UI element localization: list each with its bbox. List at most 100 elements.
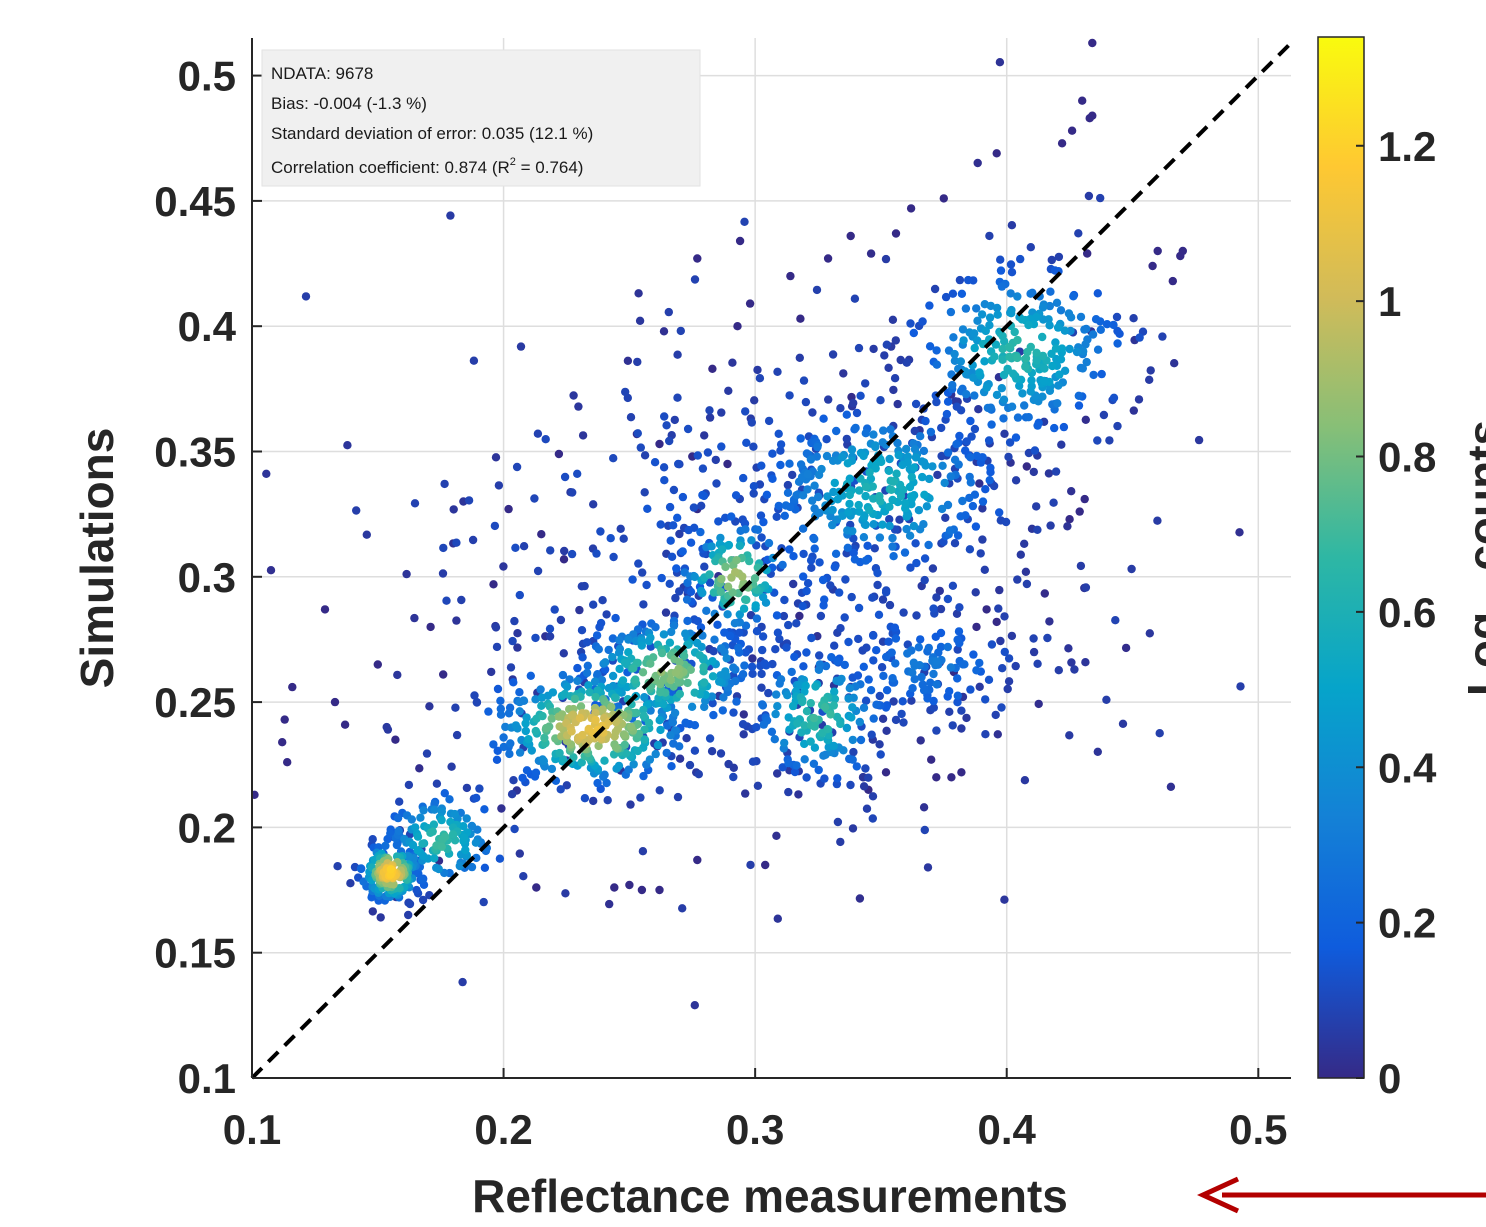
scatter-point	[1102, 320, 1112, 329]
scatter-point	[1082, 357, 1091, 367]
scatter-point	[252, 790, 259, 799]
scatter-point	[508, 636, 517, 646]
scatter-point	[939, 194, 948, 203]
scatter-point	[1021, 354, 1031, 363]
scatter-point	[413, 846, 422, 855]
scatter-point	[266, 566, 276, 575]
scatter-point	[437, 815, 446, 825]
scatter-point	[412, 885, 421, 895]
scatter-point	[815, 558, 824, 567]
scatter-point	[919, 446, 929, 456]
scatter-point	[330, 697, 340, 707]
scatter-point	[1032, 348, 1041, 357]
scatter-point	[829, 701, 838, 710]
scatter-point	[708, 672, 718, 681]
scatter-point	[712, 479, 721, 488]
scatter-point	[773, 914, 782, 923]
scatter-point	[624, 765, 633, 774]
scatter-point	[888, 315, 898, 324]
scatter-point	[796, 460, 806, 469]
scatter-point	[973, 316, 982, 325]
scatter-point	[910, 675, 919, 684]
scatter-point	[801, 397, 811, 407]
scatter-point	[666, 731, 675, 740]
scatter-point	[735, 541, 744, 550]
scatter-point	[728, 358, 737, 367]
scatter-point	[703, 448, 713, 457]
scatter-point	[69, 707, 77, 715]
scatter-point	[526, 671, 535, 680]
scatter-point	[558, 755, 568, 764]
scatter-point	[650, 458, 660, 467]
scatter-point	[975, 368, 984, 377]
scatter-point	[1081, 658, 1090, 667]
scatter-point	[953, 674, 962, 683]
scatter-point	[1016, 550, 1025, 559]
scatter-point	[560, 472, 570, 482]
scatter-point	[872, 700, 881, 709]
scatter-point	[1148, 261, 1157, 271]
scatter-point	[911, 399, 921, 409]
scatter-point	[891, 715, 901, 725]
scatter-point	[1115, 329, 1124, 338]
scatter-point	[445, 795, 454, 804]
scatter-point	[751, 601, 760, 610]
scatter-point	[1000, 429, 1009, 438]
scatter-point	[847, 592, 856, 602]
scatter-point	[422, 749, 432, 758]
scatter-point	[407, 815, 416, 824]
scatter-point	[585, 688, 594, 697]
scatter-point	[610, 883, 619, 892]
scatter-point	[356, 864, 366, 874]
scatter-point	[889, 697, 898, 706]
scatter-point	[830, 687, 839, 696]
scatter-point	[639, 705, 648, 715]
scatter-point	[885, 600, 895, 610]
scatter-point	[627, 722, 636, 732]
scatter-point	[636, 443, 645, 452]
scatter-point	[884, 466, 894, 475]
scatter-point	[943, 594, 953, 604]
scatter-point	[464, 496, 474, 505]
scatter-point	[1007, 309, 1016, 318]
scatter-point	[683, 616, 692, 626]
scatter-point	[518, 773, 527, 783]
scatter-point	[1007, 268, 1017, 277]
scatter-point	[333, 862, 342, 871]
y-tick-label: 0.25	[154, 679, 236, 726]
scatter-point	[705, 406, 714, 415]
scatter-point	[662, 748, 671, 758]
scatter-point	[830, 641, 839, 650]
scatter-point	[461, 845, 470, 855]
scatter-point	[1000, 647, 1009, 657]
scatter-point	[916, 635, 925, 644]
scatter-point	[995, 508, 1004, 517]
scatter-point	[708, 699, 717, 708]
scatter-point	[480, 863, 490, 872]
scatter-point	[998, 664, 1007, 673]
scatter-point	[713, 620, 722, 629]
scatter-point	[920, 490, 929, 499]
scatter-point	[1049, 498, 1058, 507]
scatter-point	[731, 491, 741, 500]
scatter-point	[980, 357, 989, 366]
scatter-point	[578, 431, 588, 440]
scatter-point	[499, 742, 508, 752]
scatter-point	[659, 327, 669, 336]
scatter-point	[556, 615, 566, 625]
annotation-arrow	[1196, 1176, 1486, 1214]
scatter-point	[778, 763, 787, 772]
scatter-point	[504, 709, 514, 718]
scatter-point	[1064, 644, 1073, 653]
scatter-point	[878, 520, 887, 529]
scatter-point	[773, 769, 782, 778]
scatter-point	[786, 271, 795, 281]
scatter-point	[657, 648, 667, 658]
scatter-point	[515, 688, 524, 697]
scatter-point	[1032, 356, 1041, 365]
scatter-point	[961, 367, 970, 376]
scatter-point	[1006, 260, 1016, 269]
scatter-point	[1145, 629, 1155, 638]
scatter-point	[437, 842, 446, 851]
scatter-point	[705, 734, 715, 743]
